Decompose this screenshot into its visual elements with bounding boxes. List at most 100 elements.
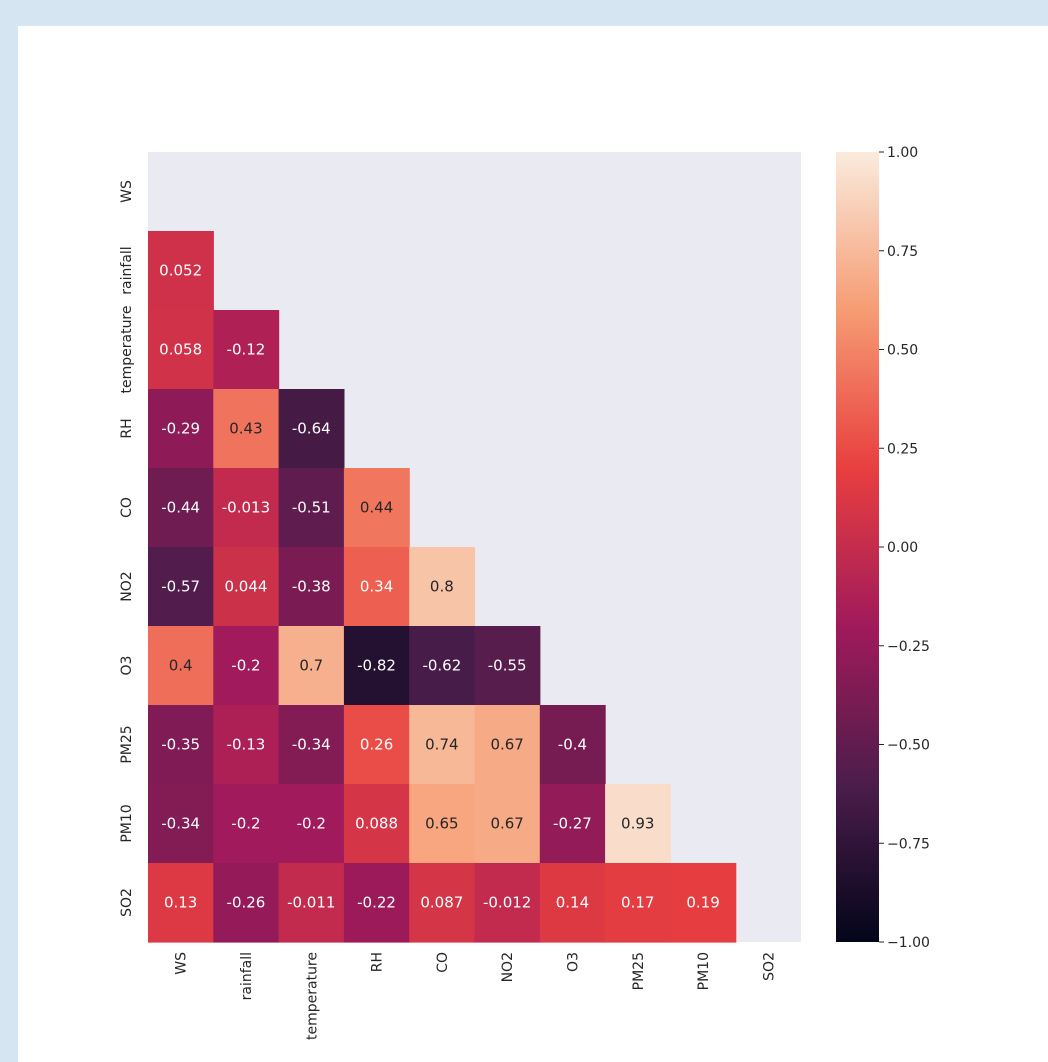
- x-tick-label: WS: [174, 952, 190, 975]
- heatmap-cell: [409, 705, 476, 785]
- heatmap-cell: [605, 863, 671, 943]
- heatmap-cell: [343, 705, 410, 785]
- cell-value-label: -0.38: [292, 578, 331, 596]
- heatmap-cell: [278, 626, 345, 706]
- y-tick-label: O3: [119, 656, 135, 676]
- colorbar: [836, 152, 879, 942]
- heatmap-cell: [213, 784, 280, 864]
- cell-value-label: -0.2: [297, 815, 326, 833]
- cell-value-label: 0.67: [490, 736, 523, 754]
- heatmap-cell: [213, 863, 280, 943]
- heatmap-cell: [539, 784, 606, 864]
- cell-value-label: -0.55: [488, 657, 527, 675]
- colorbar-tick-label: −1.00: [887, 935, 930, 951]
- heatmap-cell: [539, 705, 606, 785]
- x-tick-label: PM10: [696, 952, 712, 990]
- heatmap-cell: [343, 547, 410, 627]
- cell-value-label: -0.011: [287, 894, 335, 912]
- cell-value-label: -0.26: [227, 894, 266, 912]
- colorbar-tick-label: 0.50: [887, 343, 918, 359]
- cell-value-label: -0.82: [357, 657, 396, 675]
- cell-value-label: -0.34: [292, 736, 331, 754]
- heatmap-cell: [278, 468, 345, 548]
- cell-value-label: 0.052: [159, 262, 202, 280]
- cell-value-label: -0.12: [227, 341, 266, 359]
- heatmap-cell: [474, 863, 541, 943]
- cell-value-label: 0.14: [556, 894, 589, 912]
- heatmap-cell: [605, 784, 671, 864]
- y-tick-label: temperature: [119, 306, 135, 394]
- cell-value-label: -0.51: [292, 499, 331, 517]
- cell-value-label: -0.22: [357, 894, 396, 912]
- y-tick-label: CO: [119, 497, 135, 518]
- cell-value-label: 0.7: [299, 657, 323, 675]
- x-tick-label: rainfall: [239, 952, 255, 1000]
- cell-value-label: -0.13: [227, 736, 266, 754]
- heatmap-cell: [474, 784, 541, 864]
- colorbar-tick-label: 0.75: [887, 244, 918, 260]
- cell-value-label: 0.34: [360, 578, 393, 596]
- cell-value-label: -0.62: [422, 657, 461, 675]
- x-tick-label: PM25: [631, 952, 647, 990]
- cell-value-label: 0.087: [420, 894, 463, 912]
- heatmap-cell: [278, 389, 345, 469]
- colorbar-tick-label: −0.25: [887, 639, 930, 655]
- heatmap-cell: [278, 784, 345, 864]
- colorbar-tick-label: 1.00: [887, 145, 918, 161]
- heatmap-cell: [213, 468, 280, 548]
- heatmap-cell: [148, 863, 214, 943]
- cell-value-label: 0.65: [425, 815, 458, 833]
- cell-value-label: -0.35: [161, 736, 200, 754]
- heatmap-cell: [409, 547, 476, 627]
- heatmap-cell: [148, 389, 214, 469]
- cell-value-label: -0.57: [161, 578, 200, 596]
- cell-value-label: 0.044: [224, 578, 267, 596]
- cell-value-label: -0.44: [161, 499, 200, 517]
- y-tick-label: SO2: [119, 888, 135, 917]
- heatmap-cell: [343, 784, 410, 864]
- colorbar-tick-label: −0.75: [887, 836, 930, 852]
- cell-value-label: -0.29: [161, 420, 200, 438]
- y-tick-label: PM25: [119, 725, 135, 763]
- heatmap-cell: [148, 231, 214, 311]
- heatmap-cell: [474, 626, 541, 706]
- heatmap-cell: [343, 468, 410, 548]
- y-tick-label: WS: [119, 180, 135, 203]
- cell-value-label: 0.058: [159, 341, 202, 359]
- cell-value-label: 0.13: [164, 894, 197, 912]
- cell-value-label: -0.4: [558, 736, 587, 754]
- x-tick-label: temperature: [304, 952, 320, 1040]
- x-tick-label: O3: [565, 952, 581, 972]
- x-tick-label: RH: [370, 952, 386, 972]
- cell-value-label: -0.013: [222, 499, 270, 517]
- heatmap-cell: [670, 863, 737, 943]
- heatmap-cell: [343, 626, 410, 706]
- y-tick-label: PM10: [119, 804, 135, 842]
- heatmap-cell: [148, 310, 214, 390]
- cell-value-label: 0.74: [425, 736, 458, 754]
- cell-value-label: -0.27: [553, 815, 592, 833]
- cell-value-label: 0.19: [686, 894, 719, 912]
- heatmap-cell: [409, 784, 476, 864]
- colorbar-tick-label: −0.50: [887, 738, 930, 754]
- heatmap-cell: [148, 468, 214, 548]
- cell-value-label: 0.4: [169, 657, 193, 675]
- heatmap-cell: [343, 863, 410, 943]
- heatmap-cell: [278, 863, 345, 943]
- heatmap-cell: [409, 863, 476, 943]
- x-tick-label: CO: [435, 952, 451, 973]
- cell-value-label: -0.64: [292, 420, 331, 438]
- heatmap-cell: [148, 547, 214, 627]
- x-tick-label: SO2: [761, 952, 777, 981]
- y-tick-label: rainfall: [119, 246, 135, 294]
- heatmap-cell: [409, 626, 476, 706]
- cell-value-label: 0.088: [355, 815, 398, 833]
- heatmap-cell: [213, 389, 280, 469]
- heatmap-cell: [213, 310, 280, 390]
- cell-value-label: 0.26: [360, 736, 393, 754]
- cell-value-label: 0.43: [229, 420, 262, 438]
- y-tick-label: RH: [119, 418, 135, 438]
- cell-value-label: 0.44: [360, 499, 393, 517]
- cell-value-label: 0.8: [430, 578, 454, 596]
